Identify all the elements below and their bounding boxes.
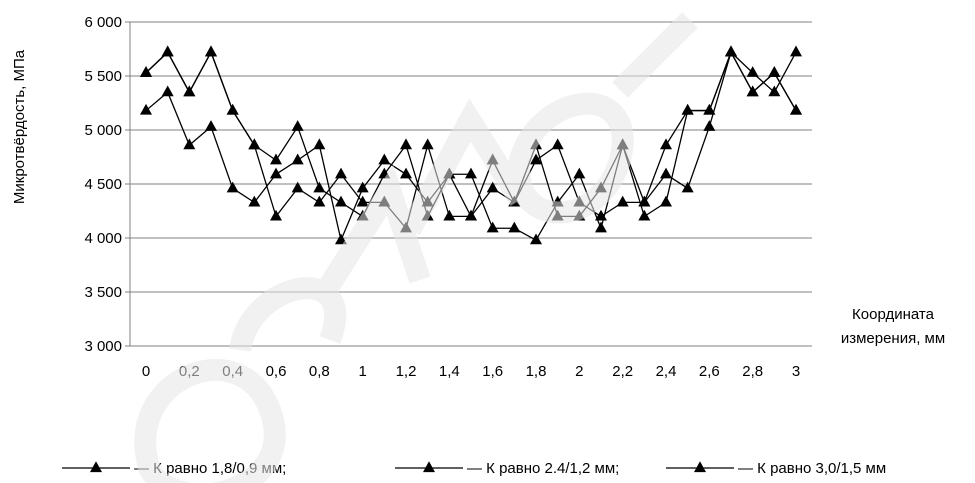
- y-tick-label: 5 500: [84, 68, 122, 85]
- data-point: [681, 181, 694, 193]
- data-point: [400, 167, 412, 179]
- x-tick-label: 0,8: [309, 363, 330, 380]
- data-point: [660, 167, 672, 179]
- data-point: [226, 181, 239, 193]
- series-line: [145, 50, 797, 230]
- data-point: [161, 85, 174, 97]
- x-axis-label-line2: измерения, мм: [840, 330, 946, 347]
- data-point: [270, 209, 282, 221]
- data-point: [595, 181, 607, 193]
- x-tick-label: 2,2: [612, 363, 633, 380]
- data-point: [681, 103, 694, 115]
- x-tick-label: 0: [142, 363, 150, 380]
- data-point: [703, 103, 716, 115]
- data-point: [205, 45, 217, 57]
- data-point: [530, 233, 542, 245]
- data-point: [313, 138, 326, 150]
- data-point: [183, 85, 196, 97]
- x-tick-label: 2,8: [742, 363, 763, 380]
- data-point: [378, 153, 391, 165]
- legend-marker: [90, 461, 102, 473]
- data-point: [790, 103, 802, 115]
- y-tick-label: 4 000: [84, 230, 122, 247]
- data-point: [486, 221, 499, 233]
- data-point: [205, 120, 217, 131]
- data-point: [421, 138, 434, 150]
- data-point: [356, 209, 369, 221]
- data-point: [746, 66, 759, 77]
- legend-label: — К равно 1,8/0,9 мм;: [134, 460, 286, 477]
- data-point: [595, 221, 607, 233]
- legend-marker: [694, 461, 706, 473]
- y-tick-label: 6 000: [84, 14, 122, 31]
- x-tick-label: 1,8: [526, 363, 547, 380]
- data-point: [140, 66, 152, 77]
- data-point: [378, 195, 391, 207]
- data-point: [421, 209, 434, 221]
- data-point: [746, 85, 759, 97]
- data-point: [530, 138, 542, 150]
- data-point: [768, 85, 781, 97]
- x-tick-label: 3: [792, 363, 800, 380]
- y-tick-label: 3 000: [84, 338, 122, 355]
- data-point: [335, 195, 347, 207]
- data-point: [226, 103, 239, 115]
- data-point: [465, 167, 477, 179]
- x-axis-label-line1: Координата: [852, 306, 934, 323]
- data-point: [790, 45, 802, 57]
- legend-label: — К равно 2.4/1,2 мм;: [467, 460, 619, 477]
- data-point: [725, 45, 737, 57]
- data-point: [443, 209, 456, 221]
- data-point: [140, 103, 152, 115]
- data-point: [335, 167, 347, 179]
- data-point: [508, 195, 521, 207]
- data-point: [551, 138, 564, 150]
- data-point: [551, 209, 564, 221]
- y-tick-label: 4 500: [84, 176, 122, 193]
- legend-marker: [423, 461, 435, 473]
- data-point: [703, 120, 716, 131]
- data-point: [183, 138, 196, 150]
- x-tick-label: 0,6: [266, 363, 287, 380]
- y-tick-label: 3 500: [84, 284, 122, 301]
- x-tick-label: 1,2: [396, 363, 417, 380]
- data-point: [660, 138, 672, 150]
- x-tick-label: 2,4: [656, 363, 677, 380]
- data-point: [335, 233, 347, 245]
- data-point: [638, 195, 651, 207]
- x-tick-label: 1,4: [439, 363, 460, 380]
- x-tick-label: 2,6: [699, 363, 720, 380]
- data-point: [291, 153, 304, 165]
- data-point: [248, 195, 261, 207]
- data-point: [616, 138, 629, 150]
- x-tick-label: 1,6: [482, 363, 503, 380]
- data-point: [161, 45, 174, 57]
- x-axis-label: Координата измерения, мм: [808, 303, 975, 351]
- data-point: [400, 138, 412, 150]
- x-tick-label: 0,2: [179, 363, 200, 380]
- y-axis-label: Микротвёрдость, МПа: [11, 49, 28, 205]
- data-point: [291, 181, 304, 193]
- data-point: [443, 167, 456, 179]
- legend-label: — К равно 3,0/1,5 мм: [738, 460, 886, 477]
- data-point: [291, 120, 304, 131]
- data-point: [573, 167, 586, 179]
- data-point: [270, 167, 282, 179]
- data-point: [248, 138, 261, 150]
- data-point: [616, 195, 629, 207]
- data-point: [270, 153, 282, 165]
- data-point: [486, 153, 499, 165]
- y-tick-label: 5 000: [84, 122, 122, 139]
- data-point: [638, 209, 651, 221]
- x-tick-label: 0,4: [222, 363, 243, 380]
- data-point: [313, 181, 326, 193]
- x-tick-label: 2: [575, 363, 583, 380]
- data-point: [486, 181, 499, 193]
- data-point: [508, 221, 521, 233]
- data-point: [573, 195, 586, 207]
- data-point: [768, 66, 781, 77]
- data-point: [660, 195, 672, 207]
- x-tick-label: 1: [358, 363, 366, 380]
